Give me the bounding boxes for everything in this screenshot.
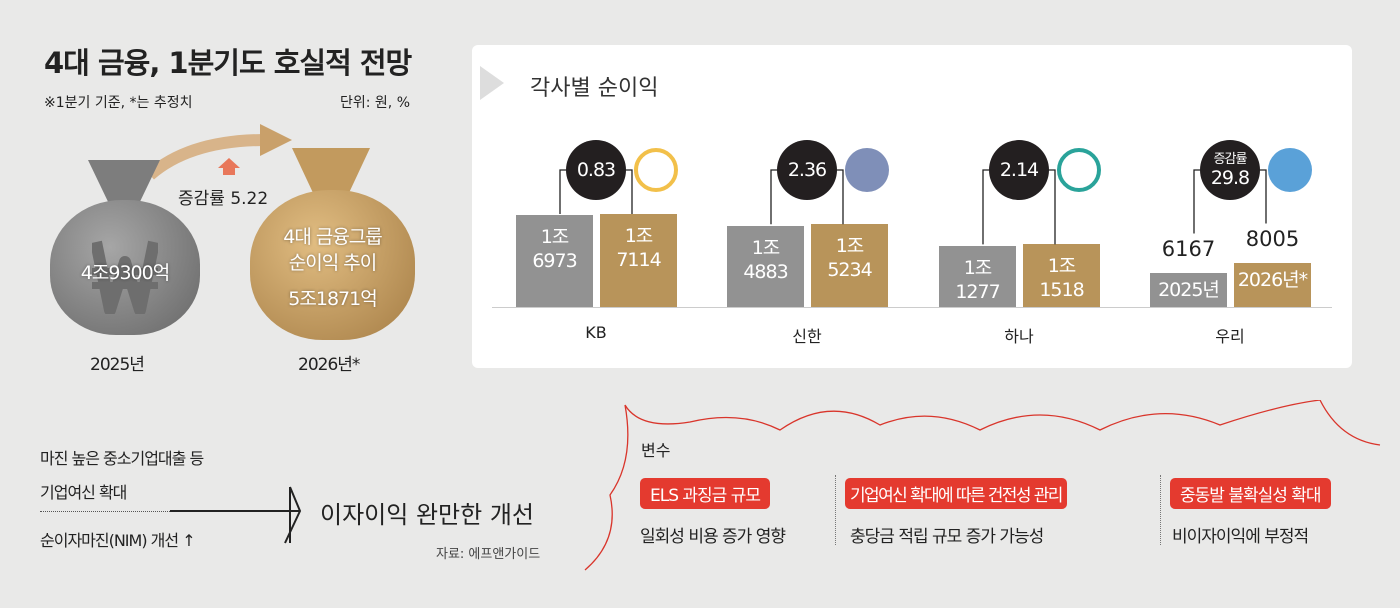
bar-신한-2025년: 1조 4883 — [727, 226, 804, 307]
divider — [835, 475, 836, 545]
year-2026: 2026년* — [298, 355, 360, 375]
bar-우리-2025년: 2025년 — [1150, 273, 1227, 307]
factor-text-2: 기업여신 확대 — [40, 483, 127, 502]
bar-value-label: 8005 — [1245, 227, 1300, 252]
factor-text-1: 마진 높은 중소기업대출 등 — [40, 449, 204, 468]
cloud-outline — [584, 400, 1381, 571]
headline: 이자이익 완만한 개선 — [320, 501, 534, 529]
category-label: 하나 — [1004, 327, 1034, 346]
up-arrow-stem — [223, 167, 235, 175]
chart-title: 각사별 순이익 — [530, 76, 659, 101]
baseline — [492, 307, 1332, 308]
growth-circle-우리: 증감률 29.8 — [1200, 140, 1260, 200]
bag-caption-1: 4대 금융그룹 — [283, 226, 383, 248]
growth-rate: 증감률 5.22 — [178, 189, 269, 209]
up-arrow-icon — [218, 158, 240, 168]
category-label: KB — [585, 323, 607, 342]
won-icon — [92, 240, 158, 314]
divider — [1160, 475, 1161, 545]
growth-circle-신한: 2.36 — [777, 140, 837, 200]
bar-신한-2026년*: 1조 5234 — [811, 224, 888, 307]
chart-panel — [472, 45, 1352, 368]
bank-logo-icon — [845, 148, 889, 192]
bar-KB-2025년: 1조 6973 — [516, 214, 593, 307]
variable-desc-1: 일회성 비용 증가 영향 — [640, 527, 786, 547]
page-title: 4대 금융, 1분기도 호실적 전망 — [44, 46, 412, 80]
chevron-icon — [480, 66, 504, 100]
variable-desc-2: 충당금 적립 규모 증가 가능성 — [850, 527, 1044, 547]
bag-caption-2: 순이익 추이 — [288, 252, 377, 274]
bank-logo-icon — [634, 148, 678, 192]
variable-label-3: 중동발 불확실성 확대 — [1170, 478, 1331, 509]
growth-circle-KB: 0.83 — [566, 140, 626, 200]
source: 자료: 에프앤가이드 — [436, 547, 541, 562]
bag-value-2025: 4조9300억 — [80, 262, 170, 284]
bank-logo-icon — [1268, 148, 1312, 192]
money-bag-2026 — [250, 190, 415, 340]
bar-value-label: 6167 — [1161, 237, 1216, 262]
bag-value-2026: 5조1871억 — [288, 288, 377, 310]
bank-logo-icon — [1057, 148, 1101, 192]
category-label: 우리 — [1215, 327, 1245, 346]
arrow-icon — [170, 486, 302, 544]
bag-neck-2025 — [88, 160, 160, 205]
variable-label-2: 기업여신 확대에 따른 건전성 관리 — [845, 478, 1067, 509]
bar-KB-2026년*: 1조 7114 — [600, 214, 677, 307]
category-label: 신한 — [792, 327, 822, 346]
unit-label: 단위: 원, % — [340, 95, 411, 111]
growth-arrow-icon — [146, 124, 292, 180]
variable-label-1: ELS 과징금 규모 — [640, 478, 771, 509]
bar-하나-2025년: 1조 1277 — [939, 245, 1016, 307]
note: ※1분기 기준, *는 추정치 — [44, 95, 193, 111]
variable-desc-3: 비이자이익에 부정적 — [1172, 527, 1309, 547]
factor-text-3: 순이자마진(NIM) 개선 ↑ — [40, 531, 196, 550]
bar-우리-2026년*: 2026년* — [1234, 263, 1311, 307]
year-2025: 2025년 — [90, 355, 145, 375]
divider — [40, 511, 290, 512]
growth-circle-하나: 2.14 — [989, 140, 1049, 200]
variables-title: 변수 — [641, 441, 671, 460]
bar-하나-2026년*: 1조 1518 — [1023, 244, 1100, 307]
